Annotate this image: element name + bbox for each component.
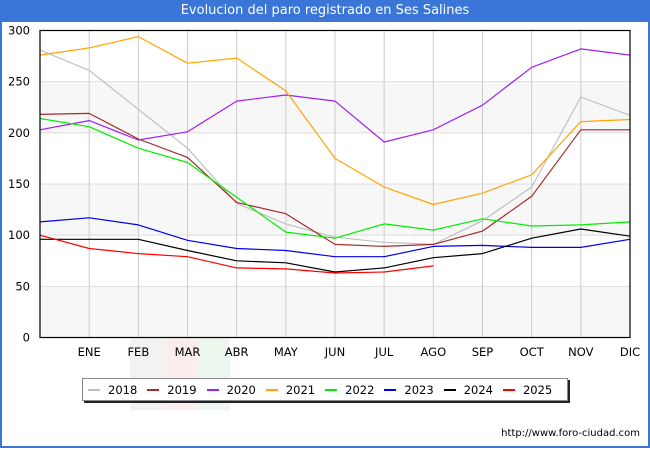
series-line-2020 [39, 48, 631, 143]
y-tick-labels: 0 50 100 150 200 250 300 [8, 24, 30, 345]
footer-url[interactable]: http://www.foro-ciudad.com [501, 428, 640, 439]
x-tick-label: AGO [421, 345, 447, 359]
legend-swatch [88, 388, 100, 391]
legend-item-2020: 2020 [206, 382, 256, 397]
x-tick-label: ABR [225, 345, 249, 359]
legend-swatch [325, 388, 338, 391]
x-tick-label: ENE [78, 345, 101, 359]
legend-swatch [502, 388, 515, 391]
x-tick-label: DIC [620, 345, 640, 359]
y-tick-label: 150 [8, 177, 30, 191]
x-tick-label: MAY [274, 345, 299, 359]
legend-label: 2020 [226, 382, 256, 397]
chart-title: Evolucion del paro registrado en Ses Sal… [0, 0, 650, 22]
x-tick-label: JUL [374, 345, 394, 359]
x-tick-label: JUN [324, 345, 345, 359]
series-line-2022 [39, 117, 631, 239]
legend-item-2019: 2019 [147, 382, 197, 397]
x-tick-label: FEB [127, 345, 149, 359]
axes [39, 29, 631, 339]
series-line-2021 [39, 35, 631, 206]
legend-label: 2024 [463, 382, 493, 397]
y-tick-label: 300 [8, 24, 30, 38]
legend-label: 2021 [285, 382, 316, 397]
y-tick-label: 250 [8, 75, 30, 89]
legend-item-2022: 2022 [325, 383, 374, 397]
legend-item-2023: 2023 [384, 382, 434, 397]
plot-border [39, 29, 631, 339]
y-tick-label: 50 [15, 279, 30, 293]
series-line-2024 [40, 228, 631, 273]
legend-swatch [443, 388, 456, 391]
y-tick-label: 200 [8, 126, 30, 140]
legend-label: 2018 [108, 382, 138, 397]
legend-swatch [206, 388, 219, 391]
legend-item-2024: 2024 [443, 382, 493, 397]
x-tick-label: SEP [472, 345, 494, 359]
series-lines [39, 35, 631, 274]
legend-label: 2023 [404, 382, 434, 397]
legend-swatch [147, 388, 160, 391]
series-line-2025 [39, 234, 434, 274]
x-tick-label: MAR [175, 345, 201, 359]
legend-item-2025: 2025 [502, 382, 553, 397]
x-tick-label: NOV [568, 345, 593, 359]
legend-label: 2025 [522, 382, 553, 397]
legend-label: 2019 [167, 382, 197, 397]
y-tick-label: 0 [23, 331, 30, 345]
x-tick-label: OCT [520, 345, 545, 359]
legend: 2018 2019 2020 2021 2022 2023 2024 2025 [82, 378, 568, 401]
legend-swatch [384, 388, 397, 391]
x-tick-labels: ENE FEB MAR ABR MAY JUN JUL AGO SEP OCT NOV DIC [78, 345, 641, 359]
legend-item-2018: 2018 [88, 383, 137, 397]
grid-lines [40, 30, 631, 338]
series-line-2023 [39, 217, 631, 258]
series-line-2019 [39, 112, 630, 247]
legend-label: 2022 [345, 382, 375, 397]
legend-swatch [265, 388, 278, 391]
y-tick-label: 100 [8, 228, 30, 242]
legend-item-2021: 2021 [265, 382, 316, 397]
series-line-2018 [39, 49, 631, 245]
